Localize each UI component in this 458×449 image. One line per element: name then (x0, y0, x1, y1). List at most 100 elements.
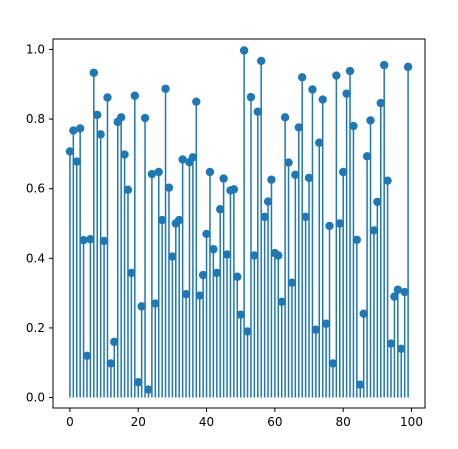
stem-marker (267, 175, 276, 184)
x-axis-ticks: 0 20 40 60 80 100 (66, 408, 423, 429)
stem-marker (168, 252, 177, 261)
stem-marker (96, 130, 105, 139)
stem-marker (257, 56, 266, 66)
stem-marker (359, 309, 368, 318)
stem-marker (400, 287, 409, 297)
stem-lines (69, 50, 409, 398)
x-tick-label: 80 (336, 415, 351, 429)
stem-marker (116, 113, 126, 122)
stem-marker (332, 71, 341, 80)
stem-marker (222, 250, 232, 259)
stem-marker (188, 153, 198, 162)
stem-marker (304, 173, 314, 183)
stem-marker (386, 339, 396, 348)
stem-marker (356, 380, 365, 389)
stem-marker (212, 268, 221, 278)
y-tick-label: 0.2 (26, 321, 45, 335)
stem-marker (243, 327, 252, 336)
stem-marker (239, 46, 249, 55)
stem-marker (291, 170, 300, 179)
stem-marker (195, 291, 204, 300)
stem-marker (157, 215, 167, 225)
x-tick-label: 60 (267, 415, 282, 429)
stem-marker (260, 212, 269, 222)
stem-marker (250, 251, 259, 260)
stem-marker (140, 113, 150, 123)
x-tick-label: 40 (199, 415, 214, 429)
stem-marker (164, 183, 174, 192)
stem-marker (192, 97, 201, 106)
stem-marker (338, 167, 348, 177)
stem-marker (127, 268, 136, 278)
x-tick-label: 0 (66, 415, 74, 429)
stem-marker (144, 385, 153, 394)
stem-marker (154, 167, 163, 177)
y-tick-label: 0.4 (26, 251, 45, 265)
stem-marker (349, 121, 358, 131)
stem-marker (352, 235, 362, 245)
stem-marker (342, 89, 351, 98)
stem-marker (147, 169, 157, 179)
stem-marker (277, 297, 286, 307)
y-tick-label: 0.8 (26, 112, 45, 126)
y-axis-ticks: 0.0 0.2 0.4 0.6 0.8 1.0 (26, 42, 53, 405)
stem-marker (137, 302, 146, 311)
y-tick-label: 0.0 (26, 391, 45, 405)
stem-marker (274, 251, 283, 260)
stem-marker (376, 98, 385, 108)
stem-marker (383, 176, 392, 185)
stem-marker (106, 359, 116, 368)
stem-marker (397, 344, 406, 354)
stem-marker (393, 285, 403, 294)
stem-marker (75, 124, 85, 133)
stem-marker (175, 215, 184, 225)
x-tick-label: 100 (400, 415, 423, 429)
stem-marker (161, 84, 170, 93)
stem-marker (99, 236, 109, 246)
stem-marker (369, 226, 379, 235)
stem-marker (103, 93, 112, 102)
stem-marker (123, 185, 133, 194)
stem-marker (366, 116, 375, 125)
axes-frame-rect (52, 38, 426, 409)
stem-marker (253, 107, 262, 116)
stem-marker (89, 68, 99, 77)
stem-marker (198, 270, 208, 280)
stem-marker (390, 292, 399, 301)
stem-marker (294, 123, 303, 132)
stem-marker (246, 92, 256, 102)
stem-marker (93, 110, 102, 120)
stem-marker (284, 158, 293, 167)
stem-marker (308, 85, 317, 94)
stem-marker (151, 299, 160, 308)
stem-marker (301, 212, 310, 222)
y-tick-label: 0.6 (26, 182, 45, 196)
stem-marker (216, 205, 225, 214)
stem-marker (178, 155, 187, 164)
stem-marker (69, 126, 78, 135)
stem-marker (202, 229, 211, 239)
stem-marker (79, 236, 88, 245)
stem-marker (297, 73, 307, 82)
stem-marker (82, 351, 92, 360)
stem-marker (233, 272, 242, 281)
stem-marker (120, 150, 129, 159)
stem-marker (335, 219, 344, 228)
stem-marker (130, 91, 140, 100)
stem-marker (325, 221, 334, 231)
stem-marker (373, 197, 382, 207)
stem-marker (229, 185, 239, 194)
stem-marker (362, 152, 372, 161)
y-tick-label: 1.0 (26, 42, 45, 56)
stem-marker (403, 62, 413, 72)
stem-marker (72, 157, 81, 166)
stem-marker (280, 113, 290, 122)
stem-marker (287, 278, 297, 287)
axes-frame (52, 38, 426, 409)
stem-marker (263, 197, 273, 206)
stem-marker (65, 147, 75, 156)
stem-marker (328, 359, 338, 368)
stem-marker (345, 66, 355, 76)
